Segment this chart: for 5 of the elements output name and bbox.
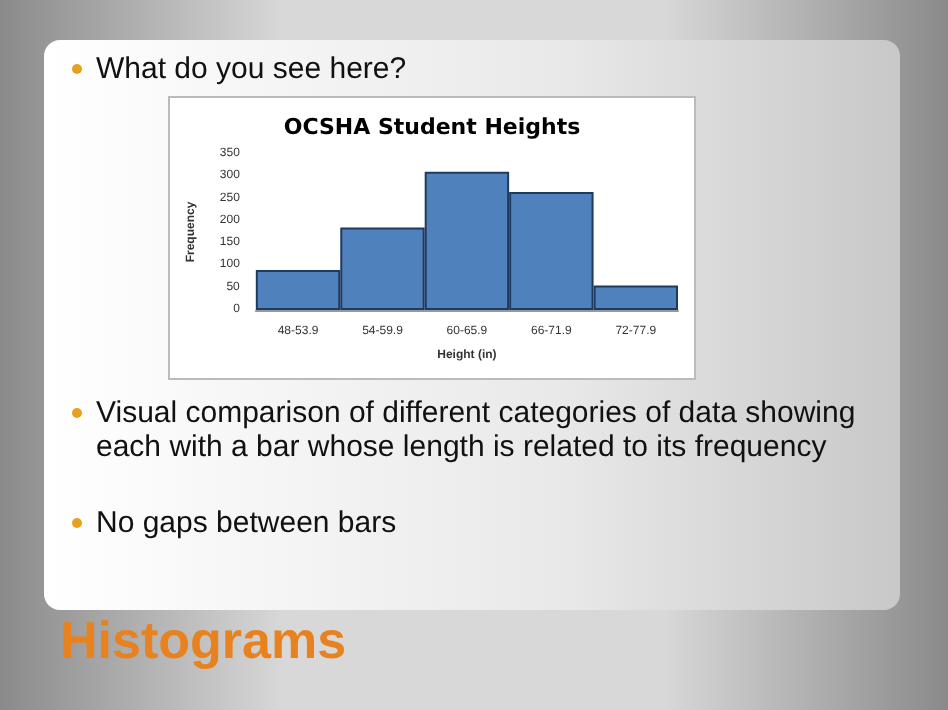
text: Visual comparison of different categories of data showing each with a bar whose length is related to its frequency (96, 396, 856, 464)
text: What do you see here? (96, 52, 407, 86)
text: Histograms (60, 610, 347, 672)
text: No gaps between bars (96, 506, 397, 540)
chart-title: OCSHA Student Heights (283, 114, 582, 140)
